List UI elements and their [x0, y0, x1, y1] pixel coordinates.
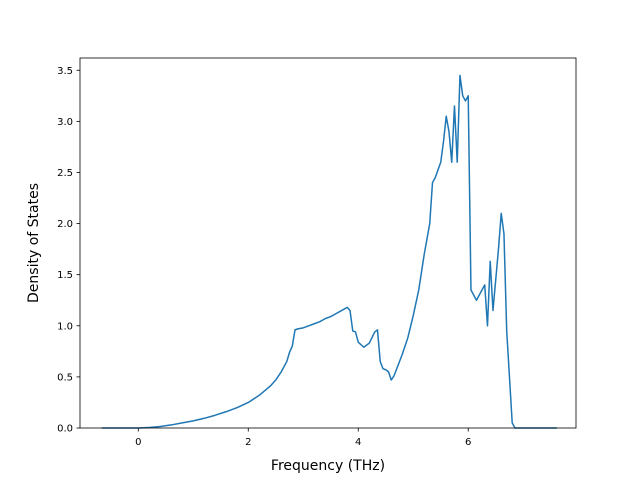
x-axis-label: Frequency (THz) — [271, 458, 385, 474]
y-tick-label: 2.0 — [57, 219, 73, 230]
y-tick-label: 0.0 — [57, 424, 73, 435]
axes-frame — [79, 57, 577, 429]
dos-series-line — [101, 74, 557, 429]
y-axis-ticks: 0.0 0.5 1.0 1.5 2.0 2.5 3.0 3.5 — [57, 66, 80, 435]
y-axis-label: Density of States — [26, 183, 42, 303]
x-tick-label: 4 — [355, 437, 361, 448]
x-tick-label: 6 — [465, 437, 471, 448]
y-tick-label: 1.5 — [57, 270, 73, 281]
plot-area — [80, 58, 576, 428]
y-tick-label: 3.0 — [57, 117, 73, 128]
y-tick-label: 2.5 — [57, 168, 73, 179]
x-tick-label: 0 — [135, 437, 141, 448]
x-axis-ticks: 0 2 4 6 — [135, 428, 471, 448]
y-tick-label: 3.5 — [57, 66, 73, 77]
x-tick-label: 2 — [245, 437, 251, 448]
y-tick-label: 0.5 — [57, 372, 73, 383]
y-tick-label: 1.0 — [57, 321, 73, 332]
